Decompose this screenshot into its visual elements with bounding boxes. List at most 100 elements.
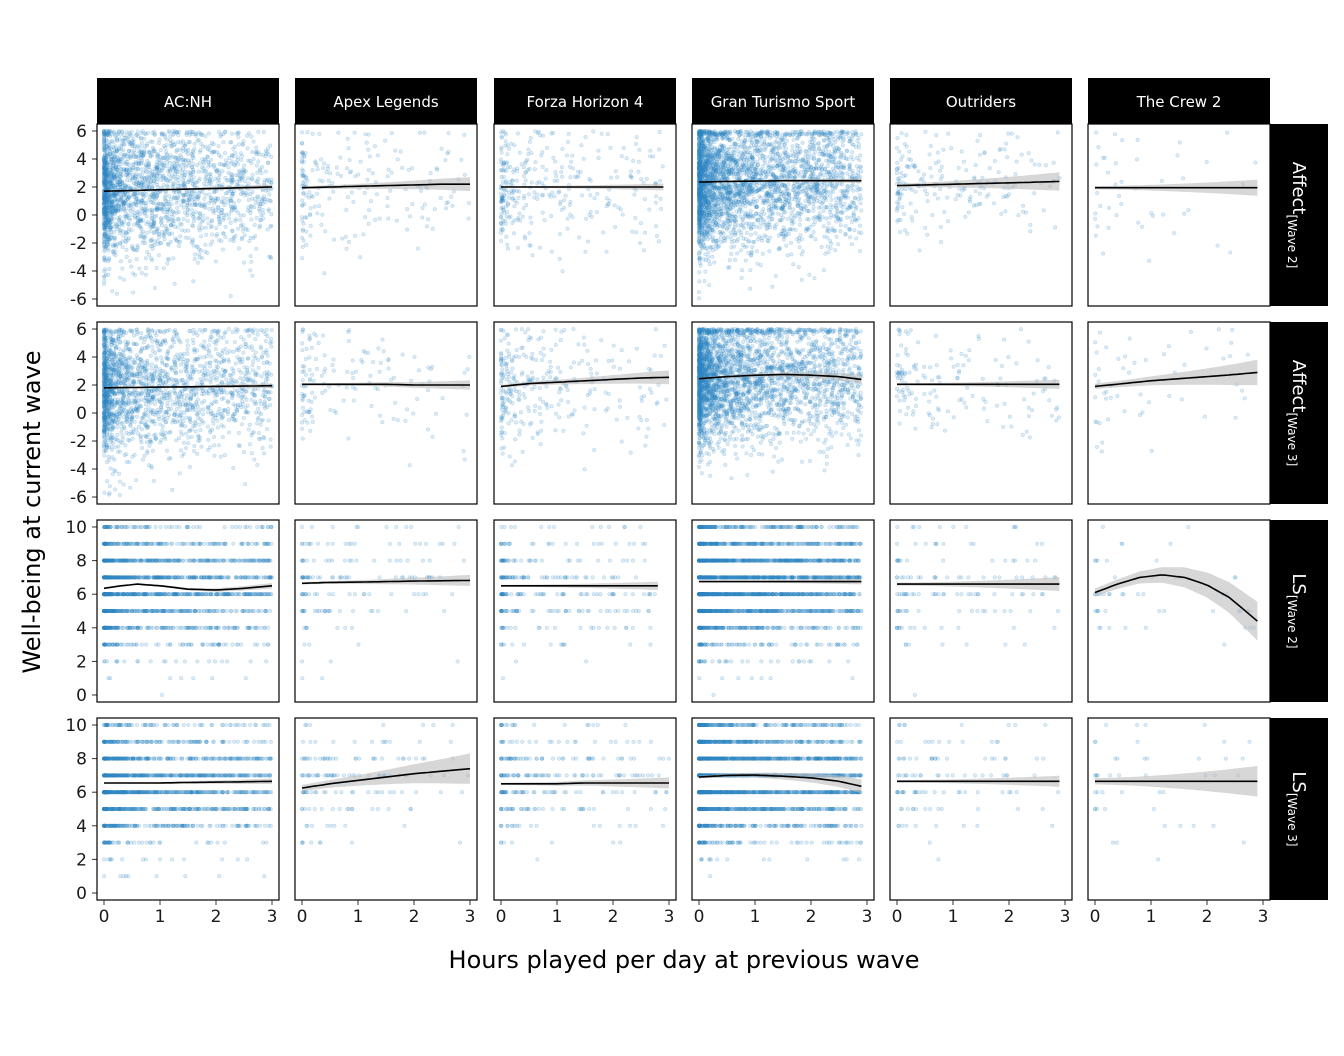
data-point	[118, 171, 123, 177]
data-point	[107, 152, 112, 157]
data-point	[570, 153, 575, 158]
data-point	[157, 161, 162, 166]
data-point	[147, 171, 152, 176]
data-point	[146, 162, 151, 168]
data-point	[155, 151, 161, 156]
data-point	[558, 201, 563, 207]
data-point	[501, 168, 506, 173]
data-point	[524, 170, 529, 175]
data-point	[820, 182, 825, 187]
data-point	[210, 140, 215, 145]
data-point	[187, 196, 192, 201]
data-point	[103, 168, 108, 174]
data-point	[189, 203, 195, 208]
data-point	[232, 200, 237, 205]
data-point	[752, 143, 757, 148]
data-point	[514, 169, 520, 174]
data-point	[257, 207, 262, 212]
data-point	[123, 238, 128, 243]
data-point	[505, 242, 510, 247]
data-point	[576, 174, 581, 179]
data-point	[136, 200, 141, 205]
data-point	[235, 162, 241, 167]
column-strip-label: Outriders	[946, 93, 1016, 111]
data-point	[104, 172, 109, 178]
data-point	[102, 206, 107, 212]
data-point	[591, 129, 596, 134]
data-point	[110, 167, 115, 172]
data-point	[114, 197, 119, 203]
data-point	[238, 213, 243, 218]
data-point	[377, 216, 382, 221]
data-point	[175, 181, 180, 186]
data-point	[358, 255, 363, 260]
data-point	[112, 208, 117, 213]
data-point	[129, 166, 134, 171]
data-point	[529, 180, 534, 185]
data-point	[167, 231, 172, 236]
data-point	[149, 238, 154, 243]
data-point	[599, 131, 604, 136]
data-point	[761, 207, 766, 212]
data-point	[810, 191, 815, 196]
data-point	[500, 227, 505, 232]
data-point	[259, 171, 264, 176]
data-point	[515, 217, 520, 222]
data-point	[521, 196, 526, 201]
data-point	[139, 149, 144, 154]
data-point	[109, 171, 114, 176]
data-point	[322, 271, 327, 276]
data-point	[223, 158, 228, 163]
data-point	[229, 204, 235, 209]
data-point	[145, 158, 150, 163]
data-point	[174, 200, 179, 206]
data-point	[103, 199, 108, 204]
data-point	[115, 154, 120, 159]
data-point	[103, 204, 108, 209]
y-tick-label: 0	[76, 206, 87, 226]
data-point	[247, 131, 252, 136]
data-point	[230, 153, 235, 158]
data-point	[511, 189, 516, 194]
data-point	[138, 224, 143, 229]
column-strip-label: AC:NH	[164, 93, 212, 111]
data-point	[559, 165, 564, 170]
data-point	[145, 130, 150, 135]
data-point	[119, 197, 124, 203]
data-point	[217, 222, 222, 227]
data-point	[249, 204, 254, 209]
data-point	[539, 193, 545, 198]
data-point	[123, 191, 128, 196]
data-point	[118, 178, 123, 184]
y-tick-label: 4	[76, 150, 87, 170]
data-point	[129, 228, 134, 233]
data-point	[242, 232, 247, 238]
data-point	[269, 223, 274, 228]
data-point	[156, 141, 161, 146]
data-point	[155, 228, 160, 233]
data-point	[540, 164, 545, 169]
data-point	[153, 176, 158, 181]
data-point	[113, 185, 118, 191]
data-point	[178, 183, 183, 189]
data-point	[105, 208, 110, 213]
data-point	[161, 183, 166, 188]
data-point	[120, 222, 125, 227]
data-point	[186, 170, 192, 175]
data-point	[151, 178, 156, 183]
data-point	[101, 141, 107, 146]
data-point	[101, 156, 107, 161]
data-point	[107, 165, 112, 170]
data-point	[299, 235, 305, 240]
data-point	[140, 183, 145, 188]
data-point	[184, 192, 189, 197]
data-point	[104, 201, 109, 207]
data-point	[219, 199, 224, 204]
data-point	[103, 168, 109, 173]
data-point	[203, 157, 208, 162]
data-point	[109, 212, 115, 217]
data-point	[500, 162, 505, 167]
data-point	[129, 204, 134, 209]
data-point	[114, 222, 119, 227]
